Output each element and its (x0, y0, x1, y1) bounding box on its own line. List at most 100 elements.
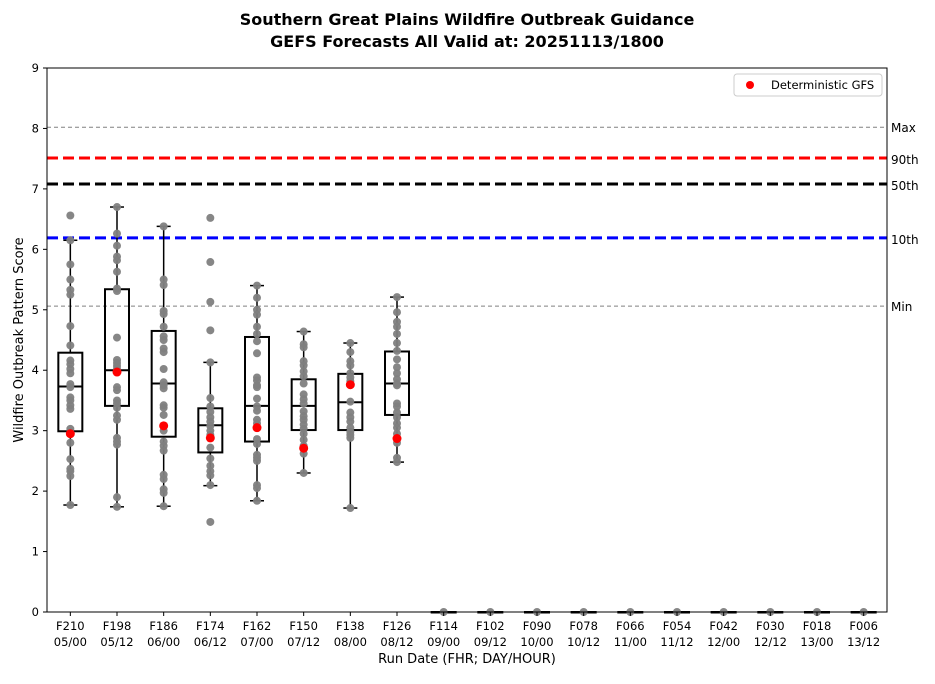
ensemble-member-point (66, 260, 75, 269)
y-tick-label: 6 (32, 242, 39, 256)
ensemble-member-point (206, 443, 215, 452)
x-tick-label-fhr: F126 (383, 619, 412, 633)
ensemble-member-point (253, 293, 261, 302)
ensemble-member-point (66, 236, 75, 245)
x-tick-label-fhr: F006 (849, 619, 878, 633)
x-tick-label-date: 12/12 (754, 635, 787, 649)
ensemble-member-point (66, 472, 75, 480)
deterministic-gfs-point (299, 443, 309, 453)
x-tick-label-date: 11/12 (660, 635, 693, 649)
ensemble-member-point (66, 341, 75, 350)
y-tick-label: 2 (32, 484, 39, 498)
x-tick-label-fhr: F030 (756, 619, 785, 633)
ensemble-member-point (159, 502, 168, 511)
ensemble-member-point (113, 256, 121, 265)
ensemble-member-point (159, 336, 168, 344)
ensemble-member-point (299, 372, 308, 381)
ensemble-member-point (113, 287, 121, 296)
x-tick-label-fhr: F042 (709, 619, 738, 633)
reference-label-90th: 90th (891, 153, 919, 167)
x-tick-label-fhr: F198 (103, 619, 132, 633)
x-tick-label-fhr: F174 (196, 619, 225, 633)
x-tick-label-date: 07/00 (240, 635, 273, 649)
x-tick-label-date: 09/12 (474, 635, 507, 649)
ensemble-member-point (113, 333, 121, 342)
x-tick-label-date: 10/00 (520, 635, 553, 649)
reference-label-max: Max (891, 121, 916, 135)
x-tick-label-fhr: F138 (336, 619, 365, 633)
ensemble-member-point (113, 493, 121, 502)
ensemble-member-point (206, 297, 215, 306)
ensemble-member-point (159, 446, 168, 455)
ensemble-member-point (159, 475, 168, 484)
x-tick-label-date: 06/00 (147, 635, 180, 649)
deterministic-gfs-point (65, 429, 75, 439)
ensemble-member-point (393, 413, 401, 422)
ensemble-member-point (393, 346, 401, 355)
y-tick-label: 0 (32, 605, 39, 619)
x-tick-label-date: 13/12 (847, 635, 880, 649)
ensemble-member-point (393, 423, 401, 432)
ensemble-member-point (113, 415, 121, 424)
ensemble-member-point (253, 329, 261, 338)
ensemble-member-point (346, 361, 355, 370)
reference-label-10th: 10th (891, 233, 919, 247)
ensemble-member-point (253, 484, 261, 493)
legend-label: Deterministic GFS (771, 78, 874, 92)
x-tick-label-date: 06/12 (194, 635, 227, 649)
ensemble-member-point (159, 403, 168, 412)
ensemble-member-point (66, 211, 75, 220)
ensemble-member-point (159, 488, 168, 497)
ensemble-member-point (346, 504, 355, 513)
ensemble-member-point (299, 327, 308, 336)
ensemble-member-point (253, 456, 261, 465)
deterministic-gfs-point (392, 434, 402, 444)
y-tick-label: 8 (32, 121, 39, 135)
ensemble-member-point (393, 308, 401, 317)
ensemble-member-point (393, 339, 401, 348)
ensemble-member-point (253, 496, 261, 505)
ensemble-member-point (113, 502, 121, 511)
ensemble-member-point (299, 343, 308, 352)
ensemble-member-point (113, 386, 121, 395)
ensemble-member-point (393, 381, 401, 390)
x-tick-label-fhr: F150 (289, 619, 318, 633)
x-tick-label-fhr: F102 (476, 619, 505, 633)
x-axis-label: Run Date (FHR; DAY/HOUR) (378, 652, 556, 667)
x-tick-label-date: 05/12 (100, 635, 133, 649)
x-tick-label-date: 05/00 (54, 635, 87, 649)
x-tick-label-fhr: F090 (523, 619, 552, 633)
ensemble-member-point (113, 203, 121, 212)
ensemble-member-point (66, 290, 75, 299)
reference-label-min: Min (891, 300, 912, 314)
ensemble-member-point (206, 258, 215, 267)
x-tick-label-date: 08/00 (334, 635, 367, 649)
ensemble-member-point (206, 326, 215, 335)
ensemble-member-point (393, 369, 401, 378)
x-tick-label-fhr: F078 (569, 619, 598, 633)
y-axis-label: Wildfire Outbreak Pattern Score (12, 237, 27, 442)
ensemble-member-point (206, 517, 215, 526)
ensemble-member-point (299, 361, 308, 370)
ensemble-member-point (206, 358, 215, 367)
ensemble-member-point (393, 322, 401, 331)
reference-label-50th: 50th (891, 179, 919, 193)
ensemble-member-point (206, 471, 215, 480)
ensemble-member-point (66, 501, 75, 510)
ensemble-member-point (346, 348, 355, 357)
ensemble-member-point (159, 222, 168, 231)
x-tick-label-fhr: F018 (803, 619, 832, 633)
y-tick-label: 1 (32, 545, 39, 559)
ensemble-member-point (346, 433, 355, 442)
deterministic-gfs-point (159, 421, 169, 431)
deterministic-gfs-point (252, 423, 262, 433)
chart-title-line2: GEFS Forecasts All Valid at: 20251113/18… (270, 32, 664, 51)
legend-marker (746, 81, 754, 89)
x-tick-label-date: 11/00 (614, 635, 647, 649)
ensemble-member-point (299, 399, 308, 408)
ensemble-member-point (299, 468, 308, 477)
ensemble-member-point (66, 275, 75, 284)
deterministic-gfs-point (205, 433, 215, 443)
